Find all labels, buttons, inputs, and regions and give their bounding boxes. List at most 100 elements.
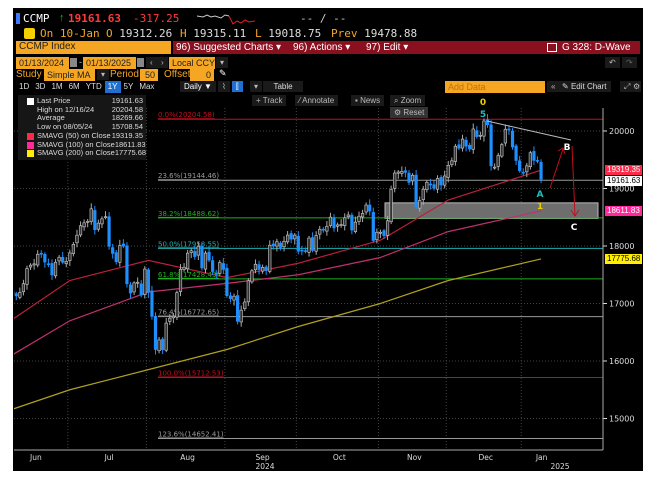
add-data-input[interactable]: Add Data xyxy=(445,81,545,93)
candle xyxy=(389,185,393,225)
more-dropdown-icon[interactable]: ▾ xyxy=(250,81,263,92)
legend-item[interactable]: High on 12/16/24 20204.58 xyxy=(21,105,143,115)
candle xyxy=(196,241,200,261)
candle xyxy=(396,170,400,179)
candle-type-icon[interactable]: ⫿ xyxy=(232,81,243,92)
candle-body xyxy=(275,241,279,247)
candle-body xyxy=(453,145,457,162)
pencil-icon[interactable]: ✎ xyxy=(219,68,227,78)
gear-icon[interactable]: ⚙ xyxy=(632,81,642,92)
table-button[interactable]: Table xyxy=(263,81,303,92)
study-dropdown-icon[interactable]: ▾ xyxy=(97,69,110,80)
y-tick-label: 18000 xyxy=(609,242,634,251)
candle xyxy=(186,249,190,273)
candle xyxy=(300,246,304,256)
candle xyxy=(175,290,179,321)
candle-body xyxy=(457,144,461,149)
candle xyxy=(432,180,436,191)
currency-select[interactable]: Local CCY xyxy=(169,57,215,69)
chart-type-icon[interactable]: ⌇ xyxy=(218,81,230,92)
candle xyxy=(518,155,522,173)
security-marker xyxy=(16,13,20,24)
candle xyxy=(136,277,140,288)
candle xyxy=(310,232,315,253)
candle-body xyxy=(118,245,122,263)
range-1y[interactable]: 1Y xyxy=(104,81,121,93)
range-6m[interactable]: 6M xyxy=(68,82,80,91)
legend-item[interactable]: SMAVG (50) on Close 19319.35 xyxy=(21,131,143,141)
edit-chart-label: Edit Chart xyxy=(570,82,607,91)
start-date-input[interactable]: 01/13/2024 xyxy=(16,57,69,69)
candle xyxy=(460,134,465,152)
edit-chart-button[interactable]: ✎ Edit Chart xyxy=(558,81,611,92)
candle xyxy=(150,285,154,320)
range-ytd[interactable]: YTD xyxy=(85,82,102,91)
news-button[interactable]: ▪ News xyxy=(351,95,385,106)
calendar-icon[interactable] xyxy=(137,58,144,67)
candle xyxy=(4,307,7,316)
launch-icon[interactable] xyxy=(547,43,557,52)
range-3d[interactable]: 3D xyxy=(35,82,46,91)
actions-menu[interactable]: 96) Actions ▾ xyxy=(293,42,351,53)
candle-body xyxy=(243,301,247,309)
candle-body xyxy=(128,284,133,294)
legend: Last Price 19161.63 High on 12/16/24 20204.… xyxy=(18,95,146,160)
zoom-button[interactable]: ⌕ Zoom xyxy=(390,95,426,106)
legend-label: SMAVG (100) on Close xyxy=(37,139,115,149)
candle-body xyxy=(410,174,415,182)
calendar-icon[interactable] xyxy=(70,58,77,67)
candle-body xyxy=(178,269,183,292)
currency-dropdown-icon[interactable]: ▾ xyxy=(216,57,229,68)
collapse-icon[interactable]: « xyxy=(547,81,560,92)
suggested-charts-menu[interactable]: 96) Suggested Charts ▾ xyxy=(176,42,282,53)
candle xyxy=(428,178,433,190)
candle xyxy=(425,180,429,193)
range-5y[interactable]: 5Y xyxy=(123,82,134,91)
annotate-button[interactable]: ⁄ Annotate xyxy=(295,95,339,106)
offset-input[interactable]: 0 xyxy=(190,69,214,81)
candle xyxy=(282,236,286,252)
redo-icon[interactable]: ↷ xyxy=(622,57,637,68)
candle-body xyxy=(289,233,293,240)
undo-icon[interactable]: ↶ xyxy=(605,57,620,68)
legend-item[interactable]: SMAVG (200) on Close 17775.68 xyxy=(21,149,146,158)
candle xyxy=(161,337,165,355)
candle-body xyxy=(407,172,411,183)
prev-period-button[interactable]: ‹ xyxy=(146,57,157,68)
candle xyxy=(46,258,51,268)
candle-body xyxy=(161,338,165,351)
frequency-select[interactable]: Daily ▼ xyxy=(180,81,216,92)
legend-item[interactable]: SMAVG (100) on Close 18611.83 xyxy=(21,139,146,150)
range-1d[interactable]: 1D xyxy=(19,82,30,91)
edit-menu[interactable]: 97) Edit ▾ xyxy=(366,42,409,53)
wave-label-c: C xyxy=(571,223,578,233)
legend-item[interactable]: Last Price 19161.63 xyxy=(21,96,143,106)
candle xyxy=(125,242,129,288)
candle-body xyxy=(221,263,225,270)
candle-body xyxy=(507,128,511,131)
security-input[interactable]: CCMP Index xyxy=(16,41,171,54)
range-max[interactable]: Max xyxy=(139,82,155,91)
candle-body xyxy=(328,216,333,226)
track-button[interactable]: + Track xyxy=(252,95,287,106)
candle-body xyxy=(168,317,172,322)
sparkline-icon xyxy=(197,14,256,25)
candle xyxy=(421,186,425,205)
next-period-button[interactable]: › xyxy=(157,57,168,68)
wave-label-b: B xyxy=(564,143,571,153)
range-buttons: 1D 3D 1M 6M YTD 1Y 5Y Max xyxy=(16,81,157,93)
study-select[interactable]: Simple MA xyxy=(44,69,95,81)
legend-item[interactable]: Low on 08/05/24 15708.54 xyxy=(21,122,143,132)
end-date-input[interactable]: 01/13/2025 xyxy=(83,57,136,69)
range-1m[interactable]: 1M xyxy=(51,82,63,91)
candle xyxy=(82,219,86,231)
reset-button[interactable]: ⚙ Reset xyxy=(390,107,429,118)
draw-icon[interactable]: ⤢ xyxy=(620,81,635,92)
candle xyxy=(214,269,218,280)
candle xyxy=(335,222,340,232)
candle-body xyxy=(357,215,361,222)
candle xyxy=(357,211,361,226)
period-input[interactable]: 50 xyxy=(140,69,158,81)
legend-item[interactable]: Average 18269.66 xyxy=(21,114,143,123)
